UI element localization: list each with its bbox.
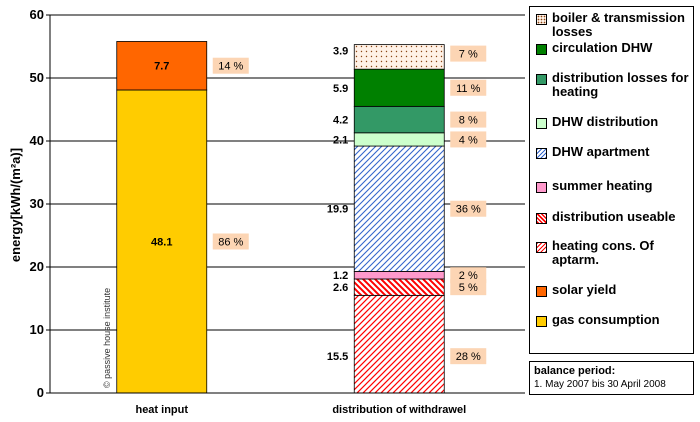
percent-label-distribution-of-withdrawel-heating-cons-of-aptarm: 28 %	[456, 351, 481, 363]
percent-label-bg-heat-input-gas-consumption	[212, 233, 249, 250]
bar-segment-distribution-of-withdrawel-distribution-losses-for-heating	[353, 105, 445, 134]
value-label-distribution-of-withdrawel-distribution-useable: 2.6	[333, 282, 348, 294]
y-tick-label-60: 60	[30, 7, 44, 22]
data-labels: 48.1 86 % 7.7 14 % 15.5 28 % 2.6 5 % 1.2 2 % 19.9 3…	[151, 45, 487, 365]
percent-label-heat-input-solar-yield: 14 %	[218, 61, 243, 73]
percent-label-distribution-of-withdrawel-dhw-apartment: 36 %	[456, 204, 481, 216]
category-label-heat-input: heat input	[135, 404, 188, 416]
bar-segment-distribution-of-withdrawel-heating-cons-of-aptarm	[353, 294, 445, 394]
bar-segment-heat-input-solar-yield	[116, 41, 208, 91]
y-tick-label-40: 40	[30, 133, 44, 148]
percent-label-bg-distribution-of-withdrawel-dhw-distribution	[450, 131, 487, 148]
balance-period-box: balance period: 1. May 2007 bis 30 April…	[529, 361, 694, 395]
bar-segment-distribution-of-withdrawel-boiler-transmission-losses	[353, 44, 445, 70]
legend-label-solar-yield: solar yield	[552, 282, 617, 297]
legend-item-gas-consumption: gas consumption	[536, 313, 692, 327]
legend-swatch-gas-consumption	[536, 316, 547, 327]
bar-segment-distribution-of-withdrawel-summer-heating	[353, 271, 445, 280]
balance-period-title: balance period:	[534, 365, 616, 377]
legend-swatch-dhw-apartment	[536, 148, 547, 159]
legend-label-dhw-distribution: DHW distribution	[552, 114, 659, 129]
legend-label-heating-cons-of-aptarm: heating cons. Of aptarm.	[552, 238, 654, 267]
percent-label-distribution-of-withdrawel-distribution-losses-for-heating: 8 %	[459, 115, 478, 127]
legend: boiler & transmission losses circulation …	[529, 6, 694, 354]
bar-stacks	[116, 41, 445, 394]
legend-swatch-distribution-losses-for-heating	[536, 74, 547, 85]
y-axis-label: energy[kWh/(m²a)]	[8, 148, 23, 262]
legend-item-distribution-useable: distribution useable	[536, 210, 692, 224]
legend-item-summer-heating: summer heating	[536, 179, 692, 193]
legend-swatch-solar-yield	[536, 286, 547, 297]
legend-swatch-distribution-useable	[536, 213, 547, 224]
legend-label-gas-consumption: gas consumption	[552, 312, 660, 327]
bar-segment-distribution-of-withdrawel-distribution-useable	[353, 278, 445, 296]
y-tick-label-50: 50	[30, 70, 44, 85]
bar-segment-distribution-of-withdrawel-circulation-dhw	[353, 68, 445, 107]
value-label-distribution-of-withdrawel-dhw-distribution: 2.1	[333, 134, 348, 146]
legend-item-circulation-dhw: circulation DHW	[536, 41, 692, 55]
value-label-distribution-of-withdrawel-heating-cons-of-aptarm: 15.5	[327, 351, 348, 363]
y-tick-label-10: 10	[30, 322, 44, 337]
percent-label-bg-distribution-of-withdrawel-dhw-apartment	[450, 200, 487, 217]
percent-label-bg-distribution-of-withdrawel-distribution-losses-for-heating	[450, 111, 487, 128]
percent-label-distribution-of-withdrawel-circulation-dhw: 11 %	[456, 83, 480, 95]
value-label-heat-input-gas-consumption: 48.1	[151, 236, 172, 248]
legend-item-dhw-distribution: DHW distribution	[536, 115, 692, 129]
legend-item-distribution-losses-for-heating: distribution losses for heating	[536, 71, 692, 99]
value-label-distribution-of-withdrawel-circulation-dhw: 5.9	[333, 83, 348, 95]
percent-label-bg-distribution-of-withdrawel-summer-heating	[450, 267, 487, 284]
legend-item-solar-yield: solar yield	[536, 283, 692, 297]
legend-swatch-boiler-transmission-losses	[536, 14, 547, 25]
y-tick-label-30: 30	[30, 196, 44, 211]
percent-label-bg-distribution-of-withdrawel-heating-cons-of-aptarm	[450, 348, 487, 365]
y-tick-label-0: 0	[37, 385, 44, 400]
legend-swatch-circulation-dhw	[536, 44, 547, 55]
x-category-labels: heat input distribution of withdrawel	[135, 404, 466, 416]
y-tick-labels: 0 10 20 30 40 50 60	[30, 7, 50, 400]
balance-period-range: 1. May 2007 bis 30 April 2008	[534, 379, 666, 390]
legend-item-dhw-apartment: DHW apartment	[536, 145, 692, 159]
legend-label-summer-heating: summer heating	[552, 178, 653, 193]
bar-segment-heat-input-gas-consumption	[116, 89, 208, 394]
percent-label-distribution-of-withdrawel-summer-heating: 2 %	[459, 270, 478, 282]
legend-label-distribution-losses-for-heating: distribution losses for heating	[552, 70, 689, 99]
legend-item-heating-cons-of-aptarm: heating cons. Of aptarm.	[536, 239, 692, 267]
legend-label-distribution-useable: distribution useable	[552, 209, 676, 224]
legend-swatch-dhw-distribution	[536, 118, 547, 129]
category-label-distribution-of-withdrawel: distribution of withdrawel	[332, 404, 466, 416]
legend-label-circulation-dhw: circulation DHW	[552, 40, 653, 55]
percent-label-bg-distribution-of-withdrawel-circulation-dhw	[450, 79, 487, 96]
legend-label-dhw-apartment: DHW apartment	[552, 144, 650, 159]
legend-item-boiler-transmission-losses: boiler & transmission losses	[536, 11, 692, 39]
value-label-distribution-of-withdrawel-summer-heating: 1.2	[333, 270, 348, 282]
percent-label-bg-heat-input-solar-yield	[212, 57, 249, 74]
bar-segment-distribution-of-withdrawel-dhw-distribution	[353, 132, 445, 147]
y-tick-label-20: 20	[30, 259, 44, 274]
percent-label-distribution-of-withdrawel-distribution-useable: 5 %	[459, 282, 478, 294]
watermark-text: © passive house institute	[102, 288, 112, 388]
legend-swatch-summer-heating	[536, 182, 547, 193]
legend-swatch-heating-cons-of-aptarm	[536, 242, 547, 253]
value-label-heat-input-solar-yield: 7.7	[154, 61, 169, 73]
percent-label-heat-input-gas-consumption: 86 %	[218, 236, 243, 248]
legend-label-boiler-transmission-losses: boiler & transmission losses	[552, 10, 685, 39]
percent-label-distribution-of-withdrawel-dhw-distribution: 4 %	[459, 134, 478, 146]
percent-label-bg-distribution-of-withdrawel-boiler-transmission-losses	[450, 45, 487, 62]
bar-segment-distribution-of-withdrawel-dhw-apartment	[353, 145, 445, 272]
stacked-bar-chart: 48.1 86 % 7.7 14 % 15.5 28 % 2.6 5 % 1.2 2 % 19.9 3…	[8, 7, 525, 416]
value-label-distribution-of-withdrawel-distribution-losses-for-heating: 4.2	[333, 115, 348, 127]
value-label-distribution-of-withdrawel-dhw-apartment: 19.9	[327, 204, 348, 216]
percent-label-distribution-of-withdrawel-boiler-transmission-losses: 7 %	[459, 49, 478, 61]
value-label-distribution-of-withdrawel-boiler-transmission-losses: 3.9	[333, 46, 348, 58]
